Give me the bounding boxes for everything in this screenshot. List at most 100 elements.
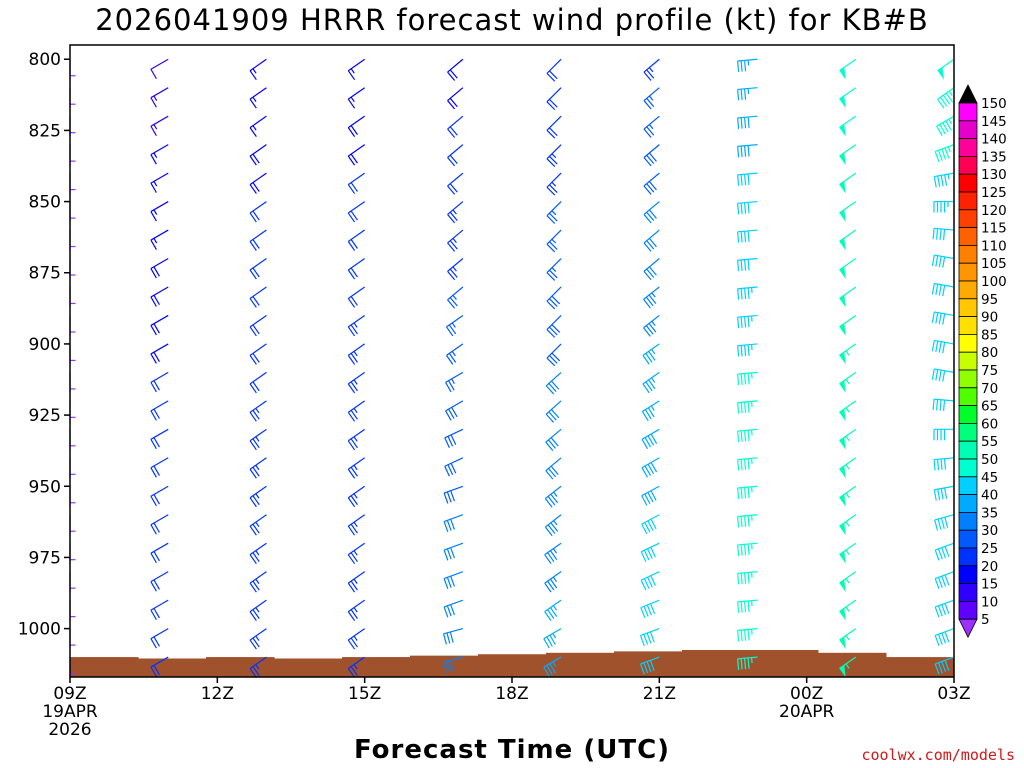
barb-staff: [150, 144, 169, 156]
barb-full-feather: [444, 465, 450, 477]
colorbar-label: 30: [981, 523, 998, 539]
barb-flag: [839, 437, 846, 450]
barb-full-feather: [740, 117, 743, 129]
barb-full-feather: [150, 382, 157, 393]
colorbar-label: 90: [981, 310, 998, 326]
barb-full-feather: [647, 492, 654, 503]
barb-full-feather: [940, 458, 943, 470]
barb-staff: [839, 314, 857, 328]
barb-full-feather: [447, 270, 456, 281]
barb-full-feather: [744, 401, 747, 413]
barb-staff: [150, 514, 169, 526]
barb-full-feather: [646, 632, 652, 644]
colorbar-swatch: [958, 494, 978, 513]
barb-staff: [545, 400, 562, 415]
barb-full-feather: [546, 72, 556, 82]
barb-half-feather: [845, 464, 850, 470]
barb-full-feather: [446, 661, 451, 673]
barb-full-feather: [935, 312, 939, 324]
barb-full-feather: [153, 323, 160, 334]
y-tick-label: 950: [29, 477, 61, 497]
barb-full-feather: [943, 458, 947, 470]
chart-title: 2026041909 HRRR forecast wind profile (k…: [95, 3, 929, 37]
barb-flag: [839, 494, 846, 507]
colorbar-swatch: [958, 227, 978, 246]
barb-full-feather: [546, 665, 553, 676]
barb-full-feather: [934, 606, 940, 618]
colorbar-label: 120: [981, 203, 1007, 219]
barb-full-feather: [941, 661, 947, 673]
colorbar-swatch: [958, 333, 978, 353]
barb-full-feather: [737, 117, 740, 129]
barb-full-feather: [447, 128, 456, 138]
barb-full-feather: [737, 402, 740, 414]
barb-full-feather: [449, 631, 454, 643]
y-tick-label: 825: [29, 121, 61, 141]
barb-full-feather: [945, 120, 952, 131]
barb-full-feather: [546, 186, 556, 196]
barb-full-feather: [747, 344, 750, 356]
barb-staff: [447, 201, 464, 215]
barb-full-feather: [646, 240, 655, 250]
barb-full-feather: [446, 548, 452, 560]
barb-full-feather: [443, 549, 449, 561]
barb-full-feather: [550, 437, 559, 447]
colorbar-label: 75: [981, 363, 998, 379]
barb-full-feather: [350, 666, 358, 676]
barb-full-feather: [737, 658, 740, 670]
barb-full-feather: [744, 658, 747, 670]
barb-full-feather: [941, 604, 947, 616]
barb-half-feather: [845, 407, 850, 413]
barb-full-feather: [153, 294, 160, 306]
barb-full-feather: [150, 154, 157, 165]
barb-full-feather: [737, 516, 740, 528]
barb-full-feather: [249, 497, 257, 508]
barb-staff: [150, 172, 169, 184]
colorbar-label: 55: [981, 434, 998, 450]
barb-half-feather: [452, 266, 457, 272]
barb-flag: [839, 152, 846, 166]
barb-full-feather: [150, 239, 157, 250]
barb-flag: [839, 238, 846, 251]
barb-full-feather: [740, 146, 743, 158]
wind-profile-column: [347, 58, 366, 678]
barb-full-feather: [550, 522, 559, 532]
x-tick-label: 20APR: [779, 702, 835, 722]
barb-full-feather: [249, 212, 257, 223]
barb-full-feather: [740, 60, 743, 72]
barb-full-feather: [936, 228, 939, 240]
barb-full-feather: [350, 239, 358, 249]
x-tick-label: 21Z: [643, 684, 676, 704]
barb-full-feather: [644, 437, 652, 448]
barb-staff: [737, 115, 758, 119]
barb-staff: [544, 485, 562, 500]
barb-full-feather: [249, 611, 257, 621]
barb-flag: [839, 124, 846, 137]
wind-barbs-layer: [69, 58, 955, 678]
barb-half-feather: [650, 405, 655, 411]
barb-staff: [347, 514, 366, 527]
barb-full-feather: [249, 269, 257, 280]
barb-half-feather: [255, 407, 260, 414]
barb-full-feather: [931, 311, 935, 323]
barb-half-feather: [451, 322, 456, 328]
barb-staff: [934, 514, 955, 521]
barb-full-feather: [447, 242, 456, 252]
barb-staff: [150, 542, 169, 554]
colorbar-label: 65: [981, 399, 998, 415]
x-tick-label: 09Z: [53, 684, 86, 704]
barb-staff: [249, 628, 267, 641]
barb-full-feather: [350, 182, 358, 192]
barb-full-feather: [249, 127, 257, 137]
barb-full-feather: [643, 634, 649, 645]
barb-full-feather: [347, 668, 356, 678]
barb-full-feather: [744, 288, 747, 300]
barb-full-feather: [737, 60, 740, 72]
barb-full-feather: [942, 313, 946, 325]
barb-full-feather: [153, 608, 160, 619]
barb-full-feather: [546, 101, 556, 111]
barb-full-feather: [252, 296, 260, 306]
barb-staff: [249, 371, 267, 385]
colorbar-label: 5: [981, 612, 990, 628]
